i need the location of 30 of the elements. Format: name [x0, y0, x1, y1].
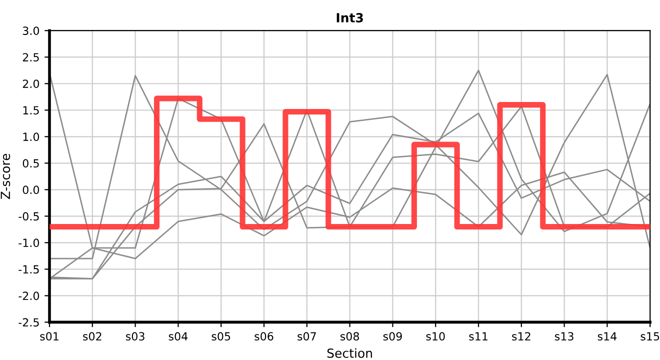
y-axis-title: Z-score: [0, 154, 10, 200]
y-tick-label: -2.0: [18, 292, 40, 300]
x-tick-label: s01: [40, 332, 58, 341]
y-tick-label: 0.0: [22, 186, 40, 194]
x-tick-label: s03: [126, 332, 144, 341]
x-axis-title: Section: [327, 348, 372, 358]
x-tick-label: s12: [512, 332, 530, 341]
x-tick-label: s08: [340, 332, 360, 341]
y-tick-label: 2.5: [22, 53, 39, 62]
y-tick-label: 0.5: [22, 159, 39, 168]
x-tick-label: s14: [598, 332, 617, 341]
x-tick-label: s10: [426, 332, 445, 341]
y-tick-label: -0.5: [18, 212, 39, 221]
y-tick-label: 2.0: [22, 80, 40, 88]
y-tick-label: 1.5: [23, 106, 39, 115]
chart-title: Int3: [336, 12, 363, 22]
x-tick-label: s13: [554, 332, 574, 341]
y-tick-label: 1.0: [23, 132, 40, 142]
x-tick-label: s02: [83, 332, 102, 341]
x-tick-label: s15: [640, 332, 660, 341]
x-tick-label: s11: [469, 332, 488, 341]
x-tick-label: s06: [254, 332, 274, 341]
y-tick-label: -1.0: [18, 238, 40, 248]
y-tick-label: -1.5: [18, 265, 39, 274]
x-tick-label: s05: [212, 332, 230, 341]
y-tick-label: 3.0: [22, 26, 40, 35]
x-tick-label: s09: [383, 332, 402, 341]
x-tick-label: s04: [168, 332, 188, 341]
y-tick-label: -2.5: [18, 318, 39, 327]
x-tick-label: s07: [298, 332, 316, 341]
